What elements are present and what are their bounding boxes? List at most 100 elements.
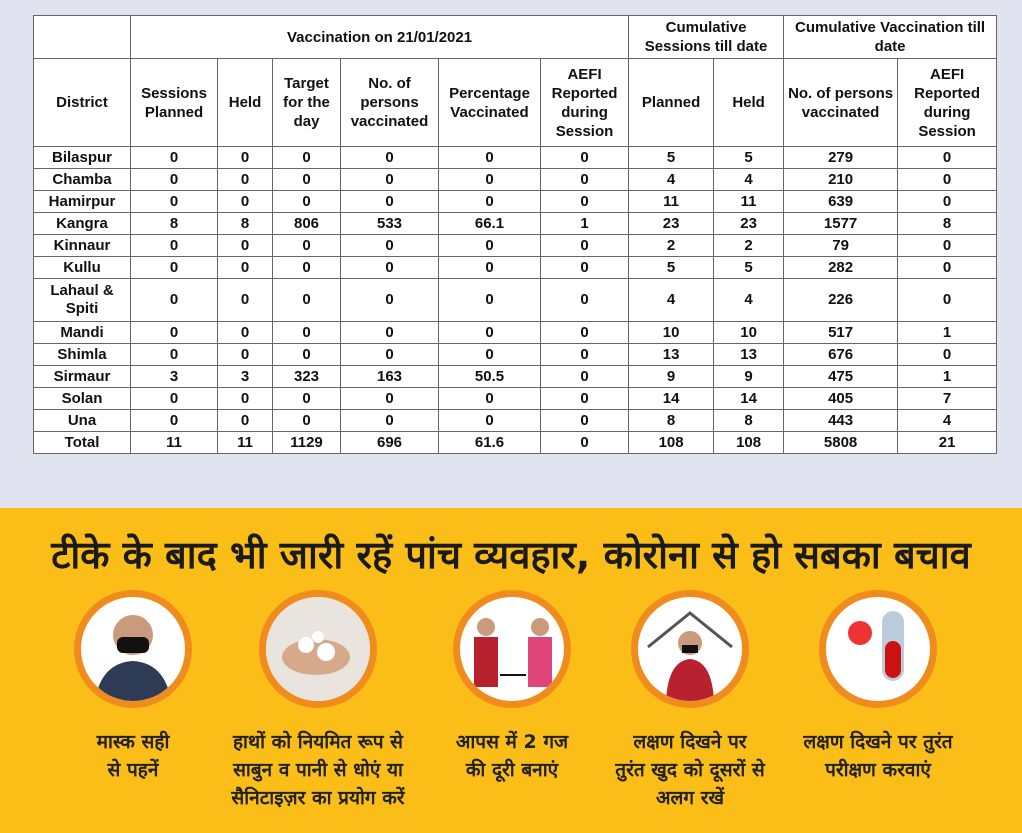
table-cell: 0 [272,234,341,257]
table-cell: 0 [539,431,630,454]
group-header: Vaccination on 21/01/2021 [129,15,630,59]
icon [474,618,552,687]
table-cell: 14 [628,387,715,410]
table-cell: 0 [438,409,541,432]
table-cell: 108 [628,431,715,454]
icon-circle [453,590,571,708]
icon [266,597,370,701]
table-row: Kangra 8 8 806 533 66.1 1 23 23 1577 8 [33,212,998,235]
table-cell: 108 [713,431,785,454]
table-cell: 13 [713,343,785,366]
column-header: Sessions Planned [130,58,218,147]
table-cell: 0 [272,387,341,410]
column-header: Target for the day [272,58,341,147]
district-cell: Kullu [33,256,131,279]
table-cell: 0 [539,278,630,322]
table-cell: 8 [628,409,715,432]
column-header: No. of persons vaccinated [340,58,439,147]
table-cell: 0 [130,190,218,213]
table-cell: 0 [539,168,630,191]
caption-line: अलग रखें [655,787,725,809]
table-cell: 11 [217,431,273,454]
table-cell: 0 [539,256,630,279]
table-cell: 4 [897,409,998,432]
table-row: Kinnaur 0 0 0 0 0 0 2 2 79 0 [33,234,998,257]
behavior-item: आपस में 2 गज की दूरी बनाएं [412,590,612,784]
table-cell: 0 [438,146,541,169]
table-cell: 0 [539,321,630,344]
table-cell: 0 [340,168,439,191]
table-cell: 0 [217,387,273,410]
table-cell: 50.5 [438,365,541,388]
table-cell: 61.6 [438,431,541,454]
caption: लक्षण दिखने पर तुरंत खुद को दूसरों से अलग … [590,728,790,812]
table-cell: 639 [783,190,899,213]
table-cell: 5808 [783,431,899,454]
table-cell: 4 [713,278,785,322]
table-cell: 0 [272,343,341,366]
table-cell: 0 [539,343,630,366]
table-cell: 0 [897,278,998,322]
table-cell: 0 [272,278,341,322]
column-header: Percentage Vaccinated [438,58,541,147]
table-cell: 0 [539,365,630,388]
table-cell: 1129 [272,431,341,454]
table-cell: 0 [340,278,439,322]
table-cell: 0 [340,190,439,213]
table-cell: 0 [272,409,341,432]
table-cell: 11 [130,431,218,454]
caption: हाथों को नियमित रूप से साबुन व पानी से धो… [218,728,418,812]
caption-line: परीक्षण करवाएं [825,759,931,781]
icon [848,611,904,681]
table-row: Sirmaur 3 3 323 163 50.5 0 9 9 475 1 [33,365,998,388]
header-row: Vaccination on 21/01/2021 Cumulative Sess… [33,15,998,59]
district-cell: Una [33,409,131,432]
table-cell: 0 [438,278,541,322]
table-cell: 0 [438,256,541,279]
district-cell: Bilaspur [33,146,131,169]
group-header: Cumulative Sessions till date [628,15,785,59]
caption: मास्क सही से पहनें [33,728,233,784]
table-cell: 0 [130,256,218,279]
table-cell: 0 [340,409,439,432]
behavior-item: हाथों को नियमित रूप से साबुन व पानी से धो… [218,590,418,812]
table-cell: 8 [130,212,218,235]
table-cell: 0 [438,234,541,257]
district-cell: Kinnaur [33,234,131,257]
table-cell: 0 [217,409,273,432]
column-header: AEFI Reported during Session [539,58,630,147]
table-row: Total 11 11 1129 696 61.6 0 108 108 5808 21 [33,431,998,454]
district-cell: Shimla [33,343,131,366]
table-cell: 0 [217,190,273,213]
table-cell: 9 [628,365,715,388]
table-cell: 4 [713,168,785,191]
icon-circle [631,590,749,708]
icon [647,611,733,701]
table-cell: 0 [897,256,998,279]
column-header: No. of persons vaccinated [783,58,899,147]
table-cell: 4 [628,278,715,322]
table-cell: 0 [130,321,218,344]
table-cell: 23 [628,212,715,235]
table-cell: 0 [438,168,541,191]
behavior-item: मास्क सही से पहनें [33,590,233,784]
table-cell: 5 [713,146,785,169]
table-cell: 0 [130,409,218,432]
table-cell: 0 [539,409,630,432]
caption-line: तुरंत खुद को दूसरों से [615,759,765,781]
table-cell: 226 [783,278,899,322]
table-cell: 21 [897,431,998,454]
table-cell: 405 [783,387,899,410]
table-cell: 5 [713,256,785,279]
caption-line: लक्षण दिखने पर [633,731,747,753]
district-cell: Sirmaur [33,365,131,388]
behavior-item: लक्षण दिखने पर तुरंत परीक्षण करवाएं [778,590,978,784]
table-row: Solan 0 0 0 0 0 0 14 14 405 7 [33,387,998,410]
table-row: Kullu 0 0 0 0 0 0 5 5 282 0 [33,256,998,279]
table-cell: 4 [628,168,715,191]
table-cell: 5 [628,256,715,279]
column-header: District [33,58,131,147]
table-cell: 443 [783,409,899,432]
table-cell: 475 [783,365,899,388]
table-cell: 7 [897,387,998,410]
